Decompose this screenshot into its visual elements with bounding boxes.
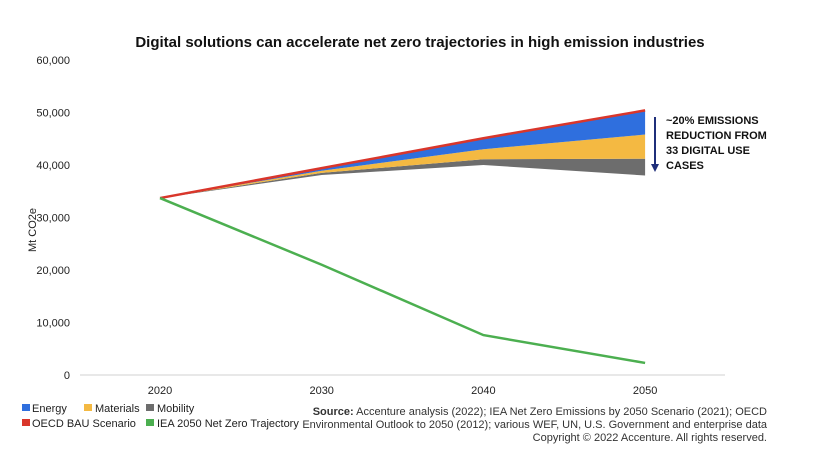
y-tick-label: 60,000 [36, 55, 70, 67]
legend-materials: Materials [95, 403, 140, 415]
annotation-line-4: CASES [666, 160, 704, 172]
arrow-head-icon [651, 164, 659, 172]
legend-bau: OECD BAU Scenario [32, 418, 136, 430]
line-iea-2050-net-zero-trajectory [159, 196, 646, 365]
legend-swatch-bau [22, 419, 30, 426]
y-axis-label: Mt CO2e [27, 208, 39, 252]
y-tick-label: 20,000 [36, 265, 70, 277]
legend-swatch-mobility [146, 404, 154, 411]
area-mobility [160, 158, 646, 199]
legend-energy: Energy [32, 403, 67, 415]
source-text-1: Accenture analysis (2022); IEA Net Zero … [354, 406, 767, 418]
y-tick-label: 30,000 [36, 213, 70, 225]
legend: Energy Materials Mobility OECD BAU Scena… [22, 403, 299, 430]
copyright: Copyright © 2022 Accenture. All rights r… [533, 432, 767, 444]
y-tick-label: 50,000 [36, 108, 70, 120]
legend-swatch-energy [22, 404, 30, 411]
line-oecd-bau-scenario [159, 109, 646, 200]
legend-mobility: Mobility [157, 403, 195, 415]
x-tick-label: 2050 [633, 385, 657, 397]
annotation-line-3: 33 DIGITAL USE [666, 145, 750, 157]
legend-swatch-materials [84, 404, 92, 411]
legend-iea: IEA 2050 Net Zero Trajectory [157, 418, 299, 430]
source-label: Source: [313, 406, 354, 418]
source-line-1: Source: Accenture analysis (2022); IEA N… [313, 406, 767, 418]
source-note: Source: Accenture analysis (2022); IEA N… [302, 406, 768, 444]
y-tick-label: 40,000 [36, 160, 70, 172]
x-tick-label: 2040 [471, 385, 495, 397]
x-tick-label: 2020 [148, 385, 172, 397]
y-tick-label: 0 [64, 370, 70, 382]
legend-swatch-iea [146, 419, 154, 426]
annotation: ~20% EMISSIONS REDUCTION FROM 33 DIGITAL… [651, 115, 767, 172]
annotation-line-2: REDUCTION FROM [666, 130, 767, 142]
source-line-2: Environmental Outlook to 2050 (2012); va… [302, 419, 768, 431]
x-tick-label: 2030 [309, 385, 333, 397]
chart-title: Digital solutions can accelerate net zer… [135, 34, 704, 51]
y-tick-label: 10,000 [36, 318, 70, 330]
annotation-line-1: ~20% EMISSIONS [666, 115, 759, 127]
area-materials [160, 134, 646, 199]
